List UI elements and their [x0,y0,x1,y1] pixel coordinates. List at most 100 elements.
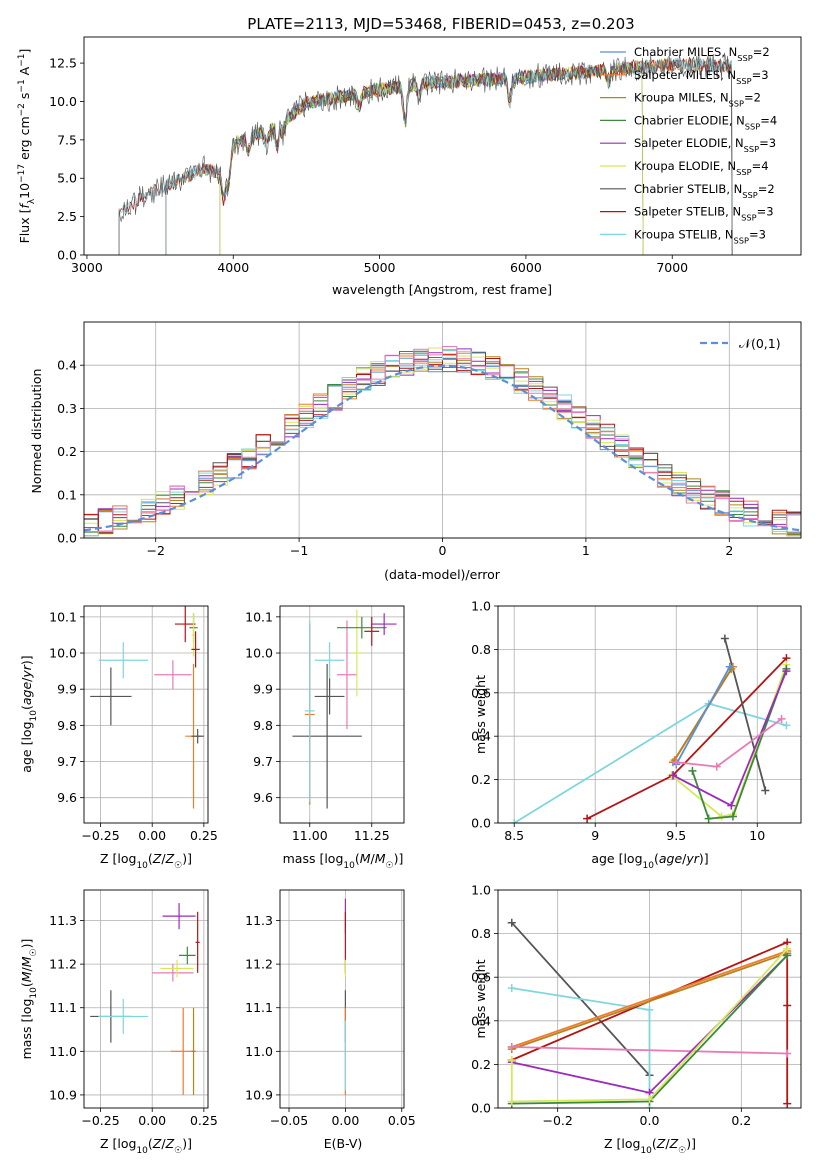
y-tick-label: 11.0 [245,1044,273,1059]
mass-vs-z-x-label-part: Z [log [100,1136,136,1151]
x-tick-label: −2 [146,543,164,558]
spectrum-y-label-part: ] [17,49,32,54]
y-tick-label: 11.1 [245,1000,273,1015]
weight-vs-age-x-label-part: )] [699,851,709,866]
spectrum-y-label-part: Flux [ [17,209,32,244]
spectrum-y-label-part: s [17,93,32,104]
age-vs-mass-x-label-part: )] [394,851,404,866]
weight-marker [688,766,697,775]
plot-area [118,52,733,255]
weight-marker [782,667,791,676]
weight-vs-z-panel: −0.2 0.0 0.2 0.0 0.2 0.4 0.6 0.8 1.0 mass weight Z… [471,883,802,1156]
y-tick-label: 0.4 [471,1013,491,1028]
mass-vs-ebv-x-label: E(B-V) [324,1136,363,1151]
weight-vs-age-x-label-part: yr [685,851,699,866]
legend-label-salpeter-stelib-part: =3 [757,205,774,219]
legend-label-kroupa-miles-part: SSP [729,99,744,109]
mass-vs-z-x-label-part: 10 [136,1146,148,1156]
age-vs-z-x-label-part: ☉ [174,861,182,871]
weight-vs-z-x-label-part: Z [669,1136,679,1151]
age-vs-z-y-label-part: 10 [29,710,39,722]
x-tick-label: 0 [439,543,447,558]
weight-marker [645,1005,654,1014]
weight-vs-z-x-label-part: )] [686,1136,696,1151]
legend-label-salpeter-stelib: Salpeter STELIB, NSSP=3 [634,205,774,223]
y-tick-label: 0.6 [471,685,491,700]
weight-vs-z-x-label-part: Z [656,1136,666,1151]
age-vs-z-x-label-part: Z [152,851,162,866]
y-tick-label: 0.3 [57,401,77,416]
errorbar-kroupa-stelib [98,999,149,1034]
x-tick-label: 0.2 [731,1113,751,1128]
spectrum-legend: Chabrier MILES, N SSP=2 Salpeter MILES, N S… [600,45,777,245]
age-vs-mass-panel: 11.00 11.25 9.6 9.7 9.8 9.9 10.0 10.1 mass [log1… [245,605,405,871]
age-vs-z-x-label: Z [log10(Z/Z☉)] [100,851,192,871]
y-tick-label: 0.2 [57,444,77,459]
legend-label-kroupa-miles-part: Kroupa MILES, N [634,91,729,105]
spectrum-y-label-part: A [17,66,32,79]
hist-step-pink [84,346,801,532]
y-tick-label: 1.0 [471,883,491,898]
weight-marker [583,814,592,823]
axes-frame [279,889,405,1109]
plot-area [84,346,801,537]
weight-series-salpeter-elodie [668,667,791,810]
mass-vs-z-x-label-part: ( [148,1136,153,1151]
weight-vs-age-x-label-part: 10 [643,861,655,871]
x-tick-label: 1 [582,543,590,558]
spectrum-y-label-part: −17 [17,164,27,183]
age-vs-z-x-label-part: 10 [136,861,148,871]
weight-series-pink [507,1042,792,1058]
errorbar-kroupa-elodie [351,609,362,697]
age-vs-z-x-label-part: / [161,851,166,866]
legend-label-chabrier-stelib: Chabrier STELIB, NSSP=2 [634,182,775,200]
mass-vs-z-y-label-part: / [19,966,34,971]
errorbar-chabrier-stelib [191,728,204,744]
y-tick-label: 1.0 [471,599,491,614]
mass-vs-z-y-label-part: ( [19,982,34,987]
age-vs-z-panel: −0.25 0.00 0.259.69.79.89.910.010.1Z [log1… [19,605,218,871]
age-vs-z-x-label-part: Z [log [100,851,136,866]
y-tick-label: 11.2 [49,957,77,972]
spectrum-y-label-part: −1 [17,79,27,92]
weight-marker [507,984,516,993]
x-tick-label: 7000 [656,260,688,275]
spectrum-y-label-part: −1 [17,53,27,66]
age-vs-mass-x-label-part: ☉ [386,861,394,871]
x-tick-label: 3000 [71,260,103,275]
weight-line [511,1046,788,1055]
plot-area [507,918,792,1108]
age-vs-z-y-label-part: yr [19,664,34,678]
age-vs-z-x-label-part: )] [182,851,192,866]
age-vs-mass-x-label: mass [log10(M/M☉)] [283,851,404,871]
weight-line [511,950,788,1048]
legend-label-kroupa-miles-part: =2 [744,91,761,105]
legend-label-kroupa-miles: Kroupa MILES, NSSP=2 [634,91,761,109]
legend-label-salpeter-miles-part: Salpeter MILES, N [634,68,736,82]
weight-marker [782,721,791,730]
weight-marker [507,1042,516,1051]
weight-vs-z-x-label-part: / [665,1136,670,1151]
x-tick-label: 0.25 [190,828,218,843]
mass-vs-z-x-label-part: Z [152,1136,162,1151]
axes-frame [83,321,802,539]
legend-label-kroupa-stelib-part: =3 [749,227,766,241]
mass-vs-z-x-label-part: )] [182,1136,192,1151]
weight-series-pink [672,714,786,771]
mass-vs-z-y-label-part: M [19,956,34,967]
weight-line [511,952,788,1050]
mass-vs-z-y-label-part: ☉ [29,948,39,956]
axes-frame [497,605,802,824]
weight-vs-z-x-label: Z [log10(Z/Z☉)] [604,1136,696,1156]
y-tick-label: 9.9 [57,682,77,697]
errorbar-kroupa-stelib [98,642,149,679]
x-tick-label: 0.00 [138,1113,166,1128]
x-tick-label: 2 [725,543,733,558]
y-tick-label: 0.6 [471,970,491,985]
y-tick-label: 10.9 [245,1087,273,1102]
y-tick-label: 9.6 [253,790,273,805]
x-tick-label: −1 [290,543,308,558]
weight-vs-z-x-label-part: 10 [640,1146,652,1156]
mass-vs-z-y-label: mass [log10(M/M☉)] [19,939,39,1060]
legend-label-chabrier-miles-part: Chabrier MILES, N [634,45,737,59]
